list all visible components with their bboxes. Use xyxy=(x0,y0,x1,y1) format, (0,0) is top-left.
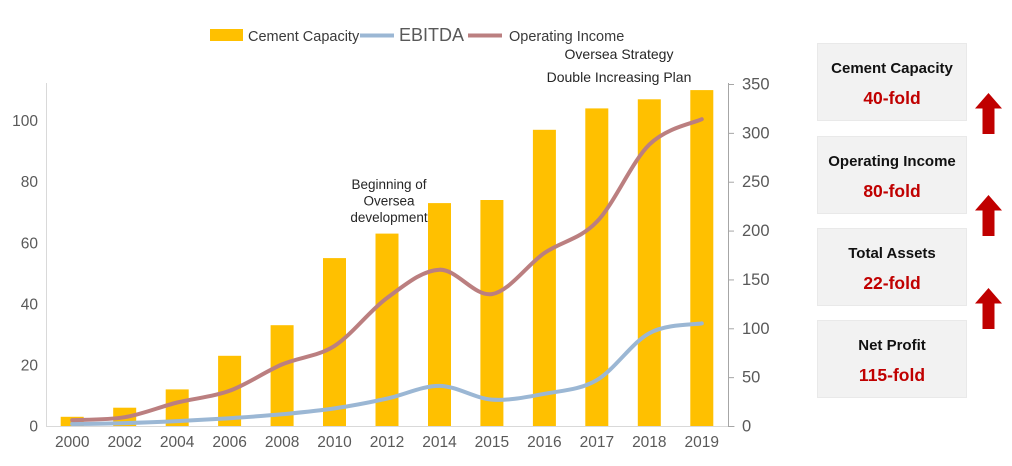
cement-capacity-bar xyxy=(637,99,661,427)
x-axis-label: 2015 xyxy=(475,434,509,451)
combo-chart: 0 20 40 60 80 100 0 50 100 150 200 250 300 350 2000 200… xyxy=(12,25,770,451)
x-axis-label: 2014 xyxy=(422,434,457,451)
cement-capacity-bar xyxy=(165,389,189,426)
stat-box-net-profit: Net Profit 115-fold xyxy=(817,320,967,398)
right-axis-tick-label: 300 xyxy=(742,124,770,142)
left-axis-tick-label: 0 xyxy=(29,419,38,436)
cement-capacity-bar xyxy=(690,90,714,426)
stat-title: Total Assets xyxy=(848,245,936,262)
x-axis-label: 2017 xyxy=(580,434,614,451)
x-axis-label: 2018 xyxy=(632,434,666,451)
right-axis-tick-label: 100 xyxy=(742,320,770,338)
left-axis-tick-label: 20 xyxy=(21,357,39,374)
cement-capacity-bar xyxy=(585,108,609,427)
up-arrow-icon xyxy=(975,288,1002,329)
cement-capacity-bar xyxy=(323,258,346,426)
legend-label: Operating Income xyxy=(509,29,624,45)
stat-title: Net Profit xyxy=(858,337,926,354)
x-axis-label: 2004 xyxy=(160,434,195,451)
cement-capacity-bar xyxy=(270,325,294,426)
right-axis-tick-label: 0 xyxy=(742,418,751,436)
stat-value: 40-fold xyxy=(863,88,921,108)
chart-annotation: Double Increasing Plan xyxy=(547,69,692,85)
stat-value: 22-fold xyxy=(863,273,921,293)
x-axis-label: 2002 xyxy=(107,434,141,451)
operating-income-line xyxy=(70,117,704,423)
x-axis-label: 2008 xyxy=(265,434,299,451)
chart-annotation: Oversea xyxy=(363,194,415,209)
up-arrow-icon xyxy=(975,93,1002,134)
ebitda-line xyxy=(70,321,704,426)
legend-swatch xyxy=(210,29,243,41)
right-axis-tick-label: 150 xyxy=(742,271,770,289)
cement-capacity-bar xyxy=(480,200,504,426)
right-axis-tick-label: 350 xyxy=(742,76,770,94)
left-axis-tick-label: 80 xyxy=(21,174,39,191)
chart-annotation: development xyxy=(350,210,428,225)
up-arrow-icon xyxy=(975,195,1002,236)
stat-box-total-assets: Total Assets 22-fold xyxy=(817,228,967,306)
stat-value: 115-fold xyxy=(858,365,926,385)
stat-box-cement-capacity: Cement Capacity 40-fold xyxy=(817,43,967,121)
right-axis-tick-label: 250 xyxy=(742,173,770,191)
x-axis-label: 2000 xyxy=(55,434,90,451)
legend-label: EBITDA xyxy=(399,25,464,45)
x-axis-label: 2012 xyxy=(370,434,404,451)
x-axis-label: 2010 xyxy=(317,434,352,451)
right-axis-tick-label: 50 xyxy=(742,369,760,387)
chart-annotation: Oversea Strategy xyxy=(565,46,674,62)
combo-chart-region: 0 20 40 60 80 100 0 50 100 150 200 250 300 350 2000 200… xyxy=(12,25,770,451)
right-axis-tick-label: 200 xyxy=(742,222,770,240)
stat-value: 80-fold xyxy=(863,181,921,201)
stat-title: Cement Capacity xyxy=(831,60,953,77)
stat-title: Operating Income xyxy=(828,153,956,170)
cement-capacity-bar xyxy=(375,233,399,426)
stat-box-operating-income: Operating Income 80-fold xyxy=(817,136,967,214)
left-axis-tick-label: 100 xyxy=(12,113,38,130)
cement-capacity-bar xyxy=(532,129,556,427)
cement-capacity-bar xyxy=(428,203,451,426)
left-axis-tick-label: 40 xyxy=(21,296,39,313)
x-axis-label: 2019 xyxy=(685,434,719,451)
x-axis-label: 2016 xyxy=(527,434,561,451)
legend-label: Cement Capacity xyxy=(248,29,360,45)
left-axis-tick-label: 60 xyxy=(21,235,39,252)
x-axis-label: 2006 xyxy=(212,434,246,451)
chart-annotation: Beginning of xyxy=(351,177,426,192)
